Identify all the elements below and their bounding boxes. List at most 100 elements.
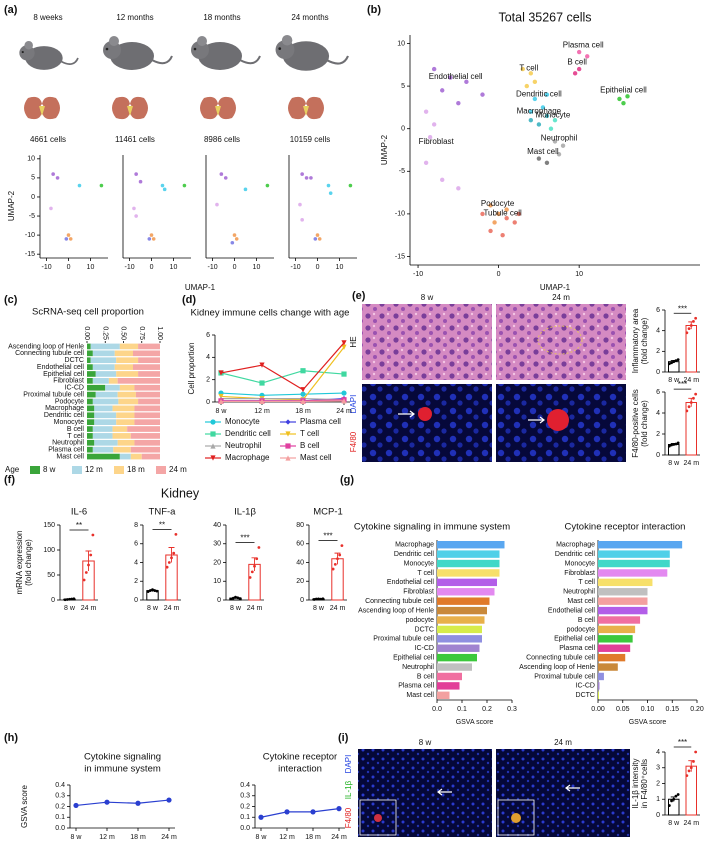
bar: [437, 616, 485, 624]
point: [341, 371, 347, 377]
y-axis-label: IL-1β intensity: [631, 759, 640, 809]
category-label: IC-CD: [415, 645, 434, 652]
y-tick-label: 2: [206, 377, 210, 384]
panel-letter: (a): [4, 4, 18, 16]
panel-title: Kidney: [161, 486, 200, 500]
point: [134, 172, 138, 176]
category-label: Ascending loop of Henle: [8, 343, 84, 350]
bar: [437, 653, 477, 662]
x-tick-label: 0: [233, 264, 237, 271]
y-tick-label: 8: [134, 522, 138, 529]
stain-spot: [374, 814, 382, 822]
y-tick-label: -10: [25, 232, 35, 239]
error-bar: [168, 547, 175, 563]
bar-segment: [138, 398, 160, 405]
bar: [437, 569, 500, 577]
data-point: [674, 442, 678, 446]
point: [540, 105, 546, 110]
point: [300, 398, 306, 405]
point: [456, 100, 461, 106]
data-point: [314, 597, 318, 601]
stain-spot: [511, 813, 521, 823]
bar: [437, 550, 500, 558]
mouse-icon: [274, 33, 350, 72]
chart-title: MCP-1: [313, 507, 343, 518]
point: [134, 214, 138, 218]
category-label: Fibroblast: [53, 378, 84, 385]
point: [480, 92, 485, 97]
data-point: [692, 319, 695, 323]
bar: [598, 663, 618, 671]
bar-segment: [92, 398, 119, 405]
bar-segment: [134, 419, 160, 425]
legend-label: Monocyte: [225, 417, 260, 426]
y-tick-label: 0.0: [240, 825, 250, 832]
x-tick-label: 0: [67, 264, 71, 271]
y-tick-label: 6: [656, 389, 660, 396]
cluster-label: Endothelial cell: [429, 72, 483, 81]
data-point: [694, 392, 698, 396]
y-tick-label: 2: [134, 578, 138, 585]
category-label: Epithelial cell: [393, 654, 434, 661]
cluster-label: Podocyte: [481, 199, 515, 208]
category-label: Macrophage: [45, 405, 84, 412]
y-tick-label: 0: [134, 597, 138, 604]
data-point: [694, 316, 698, 320]
bar-segment: [114, 364, 133, 370]
data-point: [674, 794, 678, 798]
cluster-label: Fibroblast: [419, 137, 455, 146]
bar: [598, 616, 641, 624]
x-tick-label: 0: [150, 264, 154, 271]
point: [496, 211, 501, 217]
data-point: [155, 589, 159, 593]
bar-segment: [87, 350, 93, 357]
legend-label: T cell: [300, 429, 319, 438]
y-tick-label: 2: [656, 780, 660, 787]
y-axis-label: UMAP-2: [7, 190, 16, 221]
y-tick-label: 50: [47, 572, 55, 579]
column-label: 8 w: [419, 738, 432, 747]
bar: [598, 635, 633, 643]
panel-letter: (c): [4, 294, 18, 306]
category-label: Endothelial cell: [37, 364, 85, 371]
point: [328, 191, 333, 195]
x-tick-label: 8 w: [230, 605, 242, 612]
cluster-label: Monocyte: [536, 111, 571, 120]
x-tick-label: 0.3: [507, 706, 517, 713]
y-axis-label: (fold change): [640, 400, 649, 447]
stain-label: DAPI: [349, 395, 358, 414]
bar-segment: [116, 371, 139, 377]
bar: [598, 578, 653, 587]
point: [576, 49, 582, 55]
y-tick-label: 0: [656, 812, 660, 819]
point: [516, 211, 521, 217]
data-point: [172, 551, 176, 555]
data-point: [170, 556, 173, 560]
chart-title: IL-1β: [234, 507, 256, 518]
legend-label: 8 w: [43, 465, 56, 474]
point: [423, 160, 429, 165]
x-tick-label: 0.05: [616, 706, 630, 713]
y-tick-label: 20: [213, 559, 221, 566]
data-point: [331, 567, 335, 571]
y-tick-label: 0: [206, 399, 210, 406]
legend-swatch: [156, 466, 166, 474]
point: [544, 113, 550, 119]
category-label: Monocyte: [565, 560, 595, 567]
point: [336, 806, 342, 812]
point: [219, 172, 224, 176]
y-tick-label: 4: [656, 749, 660, 756]
significance-label: ***: [678, 738, 687, 747]
point: [317, 237, 322, 241]
fluorescence-image: [362, 384, 492, 462]
bar-segment: [92, 364, 115, 370]
x-tick-label: 24 m: [683, 460, 699, 467]
legend-label: 24 m: [169, 465, 187, 474]
bar-segment: [87, 453, 120, 460]
cluster-label: B cell: [567, 57, 587, 66]
bar-segment: [87, 384, 106, 391]
bar-segment: [108, 378, 118, 384]
panel-letter: (e): [352, 290, 366, 302]
x-tick-label: 10: [87, 264, 95, 271]
